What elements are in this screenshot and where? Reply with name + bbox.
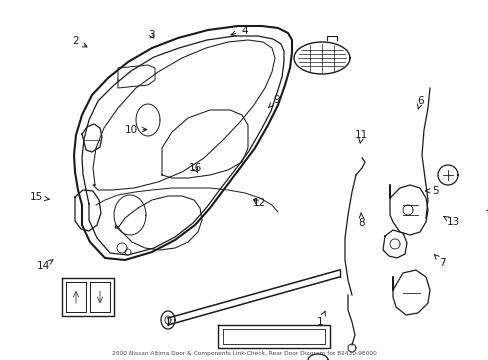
Text: 14: 14: [36, 260, 53, 271]
Text: 12: 12: [252, 198, 265, 208]
Text: 1: 1: [316, 311, 325, 327]
Text: 5: 5: [425, 186, 438, 196]
Text: 8: 8: [358, 213, 365, 228]
Text: 4: 4: [231, 26, 247, 36]
Text: 16: 16: [188, 163, 202, 174]
Text: 10: 10: [124, 125, 146, 135]
Text: 2000 Nissan Altima Door & Components Link-Check, Rear Door Diagram for 82430-9E0: 2000 Nissan Altima Door & Components Lin…: [112, 351, 376, 356]
Text: 2: 2: [72, 36, 87, 47]
Text: 15: 15: [30, 192, 49, 202]
Text: 11: 11: [354, 130, 368, 143]
Text: 7: 7: [433, 255, 445, 268]
Text: 9: 9: [267, 95, 279, 108]
Text: 13: 13: [443, 216, 460, 228]
Text: 6: 6: [416, 96, 423, 109]
Text: 3: 3: [148, 30, 155, 40]
